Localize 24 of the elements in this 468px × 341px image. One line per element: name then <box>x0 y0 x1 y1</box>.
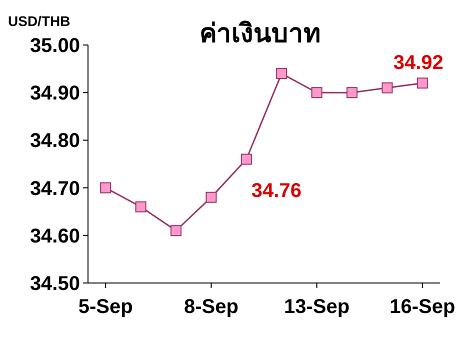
y-tick-label: 34.60 <box>30 225 80 248</box>
data-label: 34.92 <box>393 52 444 74</box>
x-tick-label: 16-Sep <box>390 296 456 318</box>
point <box>276 68 288 80</box>
y-tick-label: 34.90 <box>30 82 80 105</box>
y-tick-label: 34.80 <box>30 130 80 152</box>
y-tick-label: 34.50 <box>30 273 80 295</box>
point <box>382 82 393 94</box>
x-tick-label: 13-Sep <box>284 296 350 318</box>
point <box>206 192 217 203</box>
chart-title: ค่าเงินบาท <box>200 18 320 48</box>
y-tick-label: 34.70 <box>30 178 80 200</box>
point <box>311 87 322 98</box>
y-tick-label: 35.00 <box>30 35 80 57</box>
point <box>170 225 182 236</box>
point <box>240 154 252 165</box>
x-tick-label: 8-Sep <box>184 296 238 318</box>
point <box>416 78 428 89</box>
x-tick-label: 5-Sep <box>78 296 133 318</box>
point <box>346 87 358 98</box>
y-axis-title: USD/THB <box>8 13 70 29</box>
point <box>100 182 112 194</box>
point <box>135 201 146 212</box>
data-label: 34.76 <box>251 180 302 202</box>
